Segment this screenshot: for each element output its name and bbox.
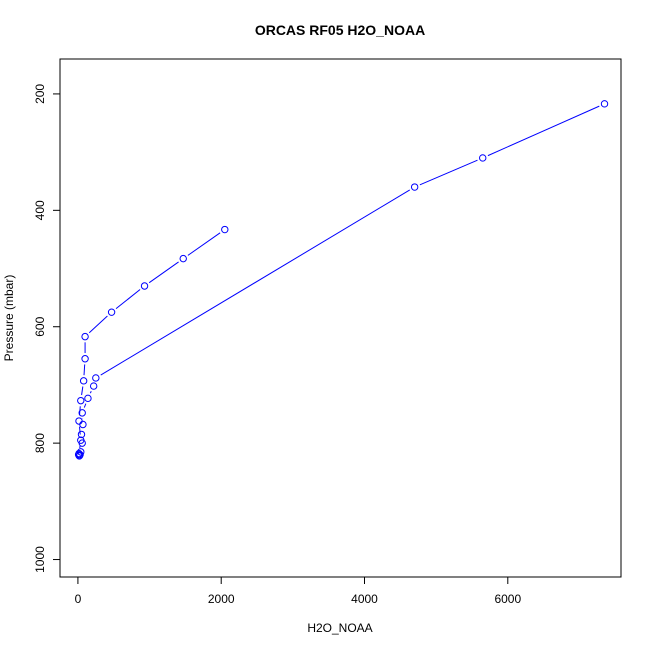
series-2-point [77,396,85,405]
series-2-point [179,254,187,263]
series-2-segment [79,426,81,435]
series-1-point [479,154,487,162]
y-tick-label: 600 [33,316,47,336]
series-1-point [77,430,86,439]
series-1-point [84,394,92,403]
series-1-point [600,100,609,108]
series-2-point [221,225,229,234]
series-1-point [92,374,100,382]
series-1-segment [83,403,87,408]
series-2-segment [115,289,141,310]
series-2-point [77,436,85,444]
series-2-point [107,308,116,316]
series-2-segment [83,364,86,376]
series-1-segment [487,105,600,157]
y-tick-label: 200 [33,84,47,104]
series-1-segment [89,391,92,394]
series-2-segment [81,386,84,396]
series-1-segment [419,159,478,186]
chart-title: ORCAS RF05 H2O_NOAA [255,22,425,38]
series-1-point [78,409,86,417]
series-2-point [81,355,89,363]
x-tick-label: 2000 [208,592,235,606]
x-axis: 0 2000 4000 6000 [75,577,521,606]
series-2-point [81,332,89,341]
x-tick-label: 6000 [494,592,521,606]
series-1-point [89,382,98,390]
y-axis-label: Pressure (mbar) [2,275,16,362]
y-axis: 200 400 600 800 1000 [33,84,60,573]
series-layer [74,100,609,460]
plot-frame [59,58,622,578]
series-1-point [79,420,87,429]
x-axis-label: H2O_NOAA [307,621,372,635]
series-1-point [76,451,84,459]
series-2-segment [187,232,221,256]
series-2-point [75,417,83,425]
y-tick-label: 1000 [33,546,47,573]
series-2-point [75,449,83,458]
series-2-point [140,282,149,290]
y-tick-label: 800 [33,433,47,453]
series-2-segment [78,406,81,416]
series-2-segment [88,315,108,334]
x-tick-label: 0 [75,592,82,606]
x-tick-label: 4000 [351,592,378,606]
series-1-segment [100,189,411,376]
series-2-segment [148,261,179,284]
series-1-point [410,183,419,191]
y-tick-label: 400 [33,200,47,220]
series-2-point [79,377,88,385]
